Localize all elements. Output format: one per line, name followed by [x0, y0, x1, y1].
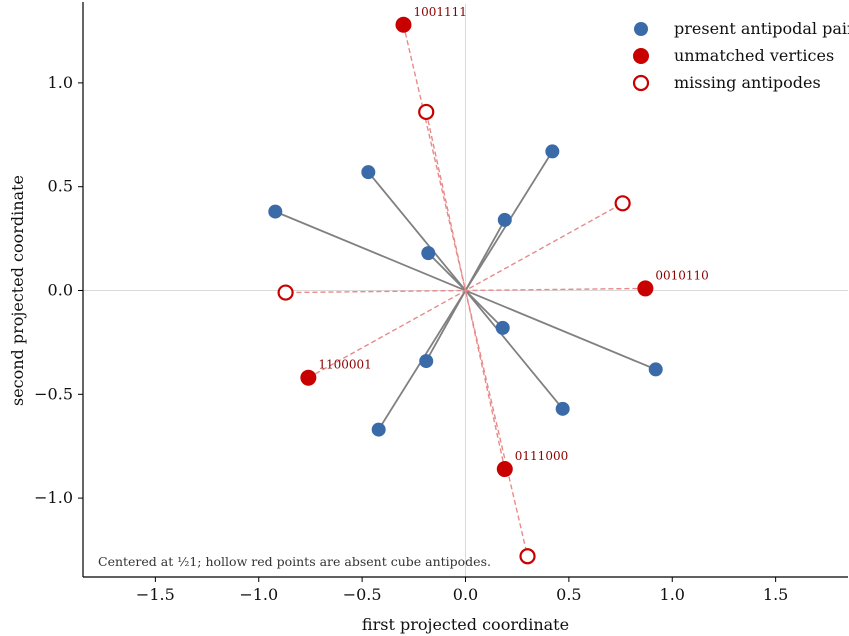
legend-marker-unmatched	[633, 48, 649, 64]
y-axis-label: second projected coordinate	[8, 175, 27, 406]
x-tick-label: −1.0	[239, 585, 278, 604]
x-axis-label: first projected coordinate	[362, 615, 569, 634]
legend-marker-present	[634, 22, 648, 36]
present-pair-point	[555, 401, 570, 416]
x-tick-label: 1.5	[763, 585, 788, 604]
present-pair-point	[495, 320, 510, 335]
x-tick-label: −1.5	[136, 585, 175, 604]
x-tick-label: 0.0	[453, 585, 478, 604]
missing-antipode-point	[614, 195, 631, 212]
legend: present antipodal pairs unmatched vertice…	[632, 19, 849, 92]
present-pair-point	[361, 165, 376, 180]
vertex-code-label: 0111000	[515, 449, 568, 463]
vertex-code-label: 0010110	[655, 268, 708, 282]
legend-label: unmatched vertices	[674, 46, 834, 65]
y-tick-label: −0.5	[34, 384, 73, 403]
unmatched-vertex-point	[496, 461, 513, 478]
legend-label: missing antipodes	[674, 73, 821, 92]
x-tick-label: −0.5	[343, 585, 382, 604]
vertex-code-label: 1001111	[413, 5, 466, 19]
present-pair-point	[648, 362, 663, 377]
data-points	[268, 16, 663, 565]
ticks: −1.5 −1.0 −0.5 0.0 0.5 1.0 1.5 −1.0 −0.5 0.0 0.5 1.…	[34, 73, 788, 604]
legend-label: present antipodal pairs	[674, 19, 849, 38]
present-pair-point	[268, 204, 283, 219]
x-tick-label: 0.5	[556, 585, 581, 604]
unmatched-vertex-point	[637, 280, 654, 297]
present-pair-point	[371, 422, 386, 437]
missing-antipode-line	[308, 202, 623, 379]
present-pair-point	[545, 144, 560, 159]
present-pair-point	[421, 246, 436, 261]
y-tick-label: 0.5	[48, 177, 73, 196]
y-tick-label: 1.0	[48, 73, 73, 92]
point-labels: 1001111 0010110 1100001 0111000	[318, 5, 708, 463]
missing-antipode-point	[418, 103, 435, 121]
legend-marker-missing	[632, 74, 650, 92]
unmatched-vertex-point	[395, 16, 412, 33]
missing-antipode-point	[277, 284, 294, 301]
x-tick-label: 1.0	[660, 585, 685, 604]
missing-antipode-line	[425, 111, 506, 470]
unmatched-vertex-point	[300, 369, 317, 386]
vertex-code-label: 1100001	[318, 358, 371, 372]
footnote-annotation: Centered at ½1; hollow red points are ab…	[98, 554, 491, 569]
present-pair-point	[497, 212, 512, 227]
y-tick-label: 0.0	[48, 281, 73, 300]
missing-antipode-point	[519, 548, 536, 565]
present-pair-point	[419, 354, 434, 369]
y-tick-label: −1.0	[34, 488, 73, 507]
